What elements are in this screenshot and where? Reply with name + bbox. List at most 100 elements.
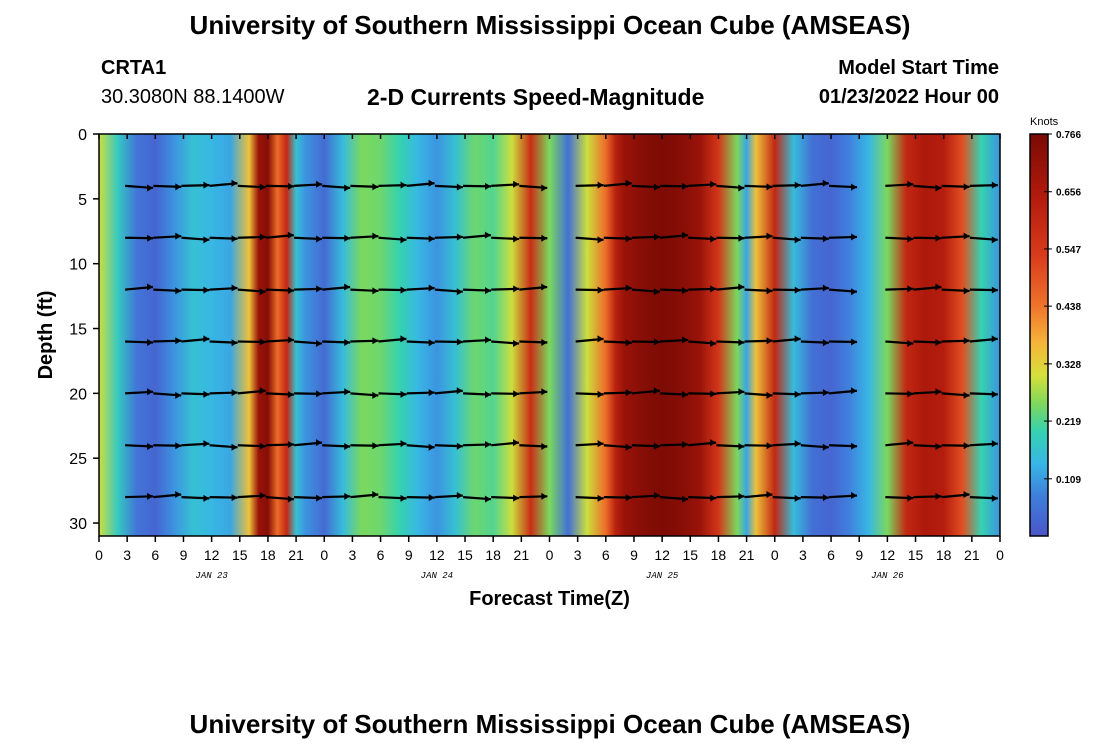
current-vector-head: [428, 179, 435, 187]
x-tick-label: 0: [95, 547, 103, 563]
colorbar-tick-label: 0.438: [1056, 302, 1081, 313]
current-vector-head: [963, 442, 970, 450]
current-vector-head: [428, 389, 435, 397]
x-tick-label: 15: [682, 547, 698, 563]
current-vector-head: [316, 180, 323, 188]
current-vector-head: [428, 443, 435, 451]
current-vector-head: [991, 440, 998, 448]
current-vector-head: [822, 339, 829, 347]
current-vector-head: [231, 339, 238, 347]
current-vector-head: [991, 335, 998, 343]
x-axis-label: Forecast Time(Z): [469, 588, 630, 610]
current-vector-head: [203, 440, 210, 448]
current-vector-head: [484, 495, 491, 503]
current-vector-head: [794, 181, 801, 189]
current-vector-head: [147, 492, 154, 500]
current-vector-head: [372, 287, 379, 295]
current-vector-head: [653, 183, 660, 191]
current-vector-head: [935, 492, 942, 500]
current-vector-head: [175, 337, 182, 345]
current-vector-head: [400, 286, 407, 294]
speed-field: [99, 134, 1000, 536]
current-vector-head: [935, 388, 942, 396]
current-vector-head: [203, 236, 210, 244]
current-vector-head: [738, 388, 745, 396]
current-vector-head: [766, 337, 773, 345]
current-vector-head: [710, 439, 717, 447]
current-vector-head: [541, 492, 548, 500]
current-vector-head: [850, 387, 857, 395]
current-vector-head: [738, 443, 745, 451]
current-vector-head: [316, 285, 323, 293]
colorbar-tick-label: 0.219: [1056, 417, 1081, 428]
colorbar-tick-label: 0.109: [1056, 475, 1081, 486]
x-tick-label: 18: [936, 547, 952, 563]
current-vector-head: [259, 233, 266, 241]
x-tick-label: 3: [574, 547, 582, 563]
current-vector-head: [738, 492, 745, 500]
current-vector-head: [456, 288, 463, 296]
current-vector-head: [625, 443, 632, 451]
current-vector-head: [710, 494, 717, 502]
current-vector-head: [710, 340, 717, 348]
current-vector-head: [935, 283, 942, 291]
current-vector-head: [794, 494, 801, 502]
current-vector-head: [344, 283, 351, 291]
current-vector-head: [259, 288, 266, 296]
current-vector-head: [259, 387, 266, 395]
current-vector-head: [991, 286, 998, 294]
current-vector-head: [541, 283, 548, 291]
current-vector-head: [400, 494, 407, 502]
current-vector-head: [456, 233, 463, 241]
current-vector-head: [316, 494, 323, 502]
current-vector-head: [484, 336, 491, 344]
current-vector-head: [794, 440, 801, 448]
current-vector-head: [287, 182, 294, 190]
current-vector-head: [231, 389, 238, 397]
current-vector-head: [766, 183, 773, 191]
current-vector-head: [372, 232, 379, 240]
x-tick-label: 9: [855, 547, 863, 563]
current-vector-head: [963, 287, 970, 295]
current-vector-head: [231, 179, 238, 187]
current-vector-head: [400, 236, 407, 244]
current-vector-head: [963, 183, 970, 191]
current-vector-head: [231, 235, 238, 243]
current-vector-head: [175, 183, 182, 191]
current-vector-head: [625, 179, 632, 187]
x-tick-label: 3: [349, 547, 357, 563]
current-vector-head: [259, 442, 266, 450]
current-vector-head: [147, 388, 154, 396]
current-vector-head: [259, 492, 266, 500]
current-vector-head: [963, 391, 970, 399]
current-vector-head: [625, 389, 632, 397]
current-vector-head: [231, 443, 238, 451]
chart-subtitle: 2-D Currents Speed-Magnitude: [367, 84, 705, 110]
current-vector-head: [682, 391, 689, 399]
current-vector-head: [428, 339, 435, 347]
day-label: JAN 24: [421, 571, 453, 581]
current-vector-head: [287, 495, 294, 503]
current-vector-head: [372, 183, 379, 191]
current-vector-head: [710, 390, 717, 398]
current-vector-head: [822, 235, 829, 243]
x-tick-label: 21: [514, 547, 530, 563]
model-start-label: Model Start Time: [838, 57, 999, 79]
current-vector-head: [682, 495, 689, 503]
y-tick-label: 0: [78, 127, 87, 144]
current-vector-head: [231, 494, 238, 502]
current-vector-head: [287, 440, 294, 448]
current-vector-head: [372, 491, 379, 499]
y-tick-label: 15: [69, 322, 87, 339]
x-tick-label: 9: [180, 547, 188, 563]
current-vector-head: [850, 288, 857, 296]
x-tick-label: 12: [880, 547, 896, 563]
current-vector-head: [485, 440, 492, 448]
current-vector-head: [147, 443, 154, 451]
current-vector-head: [907, 390, 914, 398]
x-tick-label: 21: [739, 547, 755, 563]
x-tick-label: 3: [799, 547, 807, 563]
current-vector-head: [400, 181, 407, 189]
current-vector-head: [175, 391, 182, 399]
x-tick-label: 6: [151, 547, 159, 563]
